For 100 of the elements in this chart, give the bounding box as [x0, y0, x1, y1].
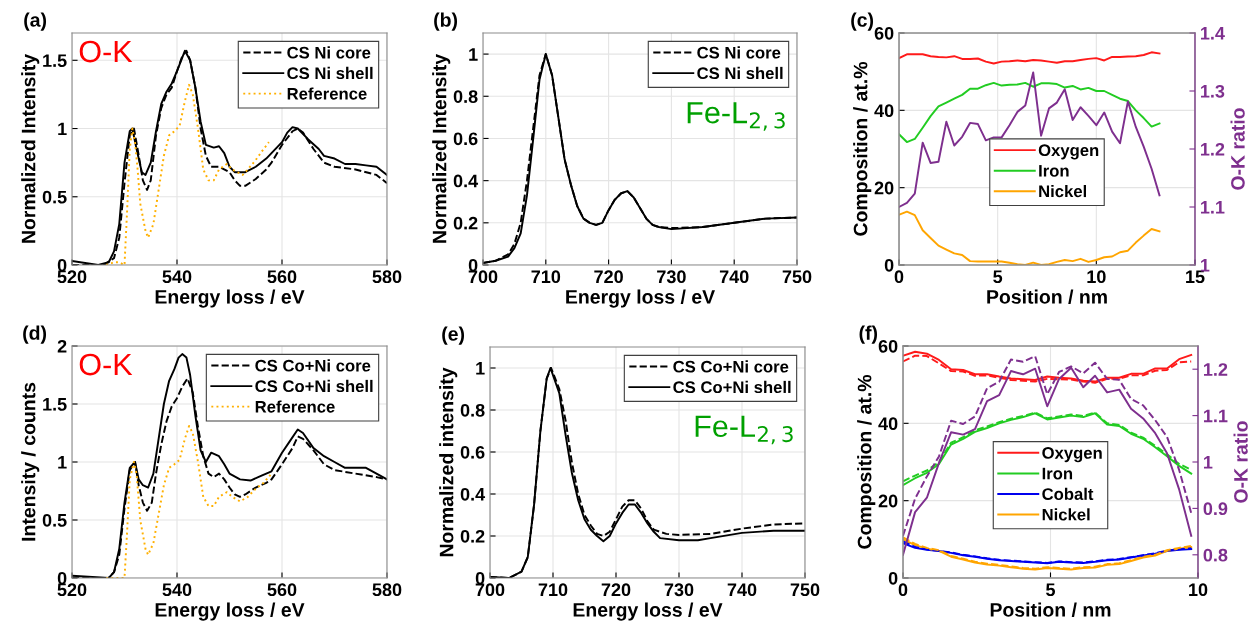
y-tick-label: 0.5: [42, 513, 67, 527]
y-tick-label: 60: [878, 339, 898, 353]
y-tick-label: 0.2: [453, 216, 478, 230]
y2-tick-label: 1.1: [1201, 201, 1225, 214]
legend-label: Reference: [287, 87, 367, 100]
y-axis-title: Normalized Intensity: [432, 54, 451, 243]
x-tick-label: 740: [727, 583, 757, 597]
y2-tick-label: 0.8: [1203, 548, 1228, 562]
x-tick-label: 5: [1046, 583, 1056, 597]
legend-label: Reference: [255, 400, 335, 413]
x-tick-label: 730: [657, 270, 686, 284]
text: (c): [851, 12, 874, 31]
y2-tick-label: 1.1: [1204, 409, 1228, 423]
text: (d): [23, 325, 47, 344]
x-tick-label: 580: [372, 270, 402, 284]
y2-tick-label: 0.9: [1203, 502, 1228, 516]
x-tick-label: 740: [719, 270, 749, 284]
y-tick-label: 0.2: [460, 529, 485, 543]
legend-label: CS Ni shell: [697, 66, 783, 80]
y2-tick-label: 1: [1201, 259, 1210, 272]
y-tick-label: 60: [874, 26, 894, 40]
y-tick-label: 0: [468, 258, 478, 272]
text: (b): [434, 12, 458, 31]
legend-label: CS Ni core: [287, 46, 371, 59]
y-tick-label: 1: [58, 122, 67, 136]
annotation: Fe-L$_{2,3}$: [695, 415, 793, 445]
y-tick-label: 20: [878, 494, 898, 508]
y-tick-label: 0: [884, 258, 894, 272]
y-tick-label: 0.6: [453, 132, 478, 146]
annotation: O-K: [79, 40, 133, 63]
x-axis-title: Position / nm: [987, 289, 1107, 304]
y-tick-label: 1.5: [43, 54, 67, 68]
y-tick-label: 1: [58, 456, 67, 469]
y2-tick-label: 1: [1204, 456, 1213, 469]
x-tick-label: 580: [372, 583, 402, 597]
legend-label: CS Co+Ni shell: [673, 380, 791, 394]
x-axis-title: Energy loss / eV: [155, 602, 305, 621]
y-tick-label: 0.4: [453, 174, 479, 188]
legend-label: Oxygen: [1042, 447, 1102, 463]
x-tick-label: 720: [594, 270, 623, 284]
x-tick-label: 750: [790, 583, 820, 597]
y2-axis-title: O-K ratio: [1230, 108, 1245, 190]
y-tick-label: 40: [874, 104, 894, 118]
x-tick-label: 540: [162, 270, 192, 284]
y-tick-label: 1.5: [43, 398, 67, 411]
x-tick-label: 5: [993, 270, 1003, 284]
y-tick-label: 0: [57, 258, 67, 272]
line-series: [899, 81, 1161, 144]
x-tick-label: 730: [664, 583, 694, 597]
legend-label: Cobalt: [1042, 487, 1094, 500]
annotation: O-K: [79, 353, 133, 376]
legend-label: CS Co+Ni core: [255, 359, 371, 372]
x-tick-label: 10: [1189, 583, 1208, 597]
x-tick-label: 710: [538, 583, 568, 597]
y-tick-label: 1: [469, 48, 478, 61]
y-tick-label: 0.6: [460, 445, 485, 459]
y2-axis-title: O-K ratio: [1233, 421, 1248, 503]
y2-tick-label: 1.2: [1204, 363, 1228, 376]
y-axis-title: Composition / at.%: [853, 62, 872, 236]
y-tick-label: 0.4: [460, 487, 486, 501]
y-tick-label: 20: [874, 181, 894, 195]
y-tick-label: 2: [57, 339, 67, 353]
legend-label: Nickel: [1042, 508, 1090, 521]
x-axis-title: Energy loss / eV: [155, 289, 305, 308]
y-tick-label: 0.8: [460, 403, 485, 417]
y-tick-label: 40: [878, 417, 898, 431]
annotation: Fe-L$_{2,3}$: [687, 102, 785, 131]
y-tick-label: 0.8: [453, 90, 478, 103]
x-tick-label: 540: [162, 583, 192, 597]
legend-label: Nickel: [1039, 185, 1087, 198]
legend-label: CS Ni core: [697, 46, 781, 59]
y2-tick-label: 1.3: [1201, 84, 1225, 98]
x-tick-label: 710: [531, 270, 561, 284]
x-tick-label: 720: [601, 583, 631, 597]
legend-label: Iron: [1042, 467, 1073, 480]
line-series: [899, 210, 1161, 265]
y2-tick-label: 1.4: [1201, 27, 1225, 40]
x-axis-title: Position / nm: [990, 602, 1111, 617]
x-tick-label: 700: [475, 583, 505, 597]
y-tick-label: 1: [476, 362, 485, 375]
x-tick-label: 520: [57, 583, 87, 597]
line-series: [105, 83, 270, 265]
text: (a): [24, 12, 47, 31]
x-tick-label: 750: [782, 270, 812, 284]
x-axis-title: Energy loss / eV: [566, 289, 715, 308]
legend-label: CS Ni shell: [287, 66, 373, 80]
y-axis-title: Composition / at.%: [857, 375, 876, 549]
legend-label: CS Co+Ni shell: [255, 379, 373, 393]
y-tick-label: 0: [57, 571, 67, 585]
x-tick-label: 0: [898, 583, 908, 597]
y-tick-label: 0.5: [42, 190, 67, 204]
x-tick-label: 520: [57, 270, 87, 284]
x-tick-label: 560: [267, 583, 297, 597]
x-tick-label: 700: [468, 270, 498, 284]
legend-label: CS Co+Ni core: [673, 360, 789, 373]
y-axis-title: Normalized intensity: [439, 367, 458, 557]
text: (f): [859, 325, 878, 344]
legend-label: Oxygen: [1038, 144, 1099, 160]
x-axis-title: Energy loss / eV: [573, 602, 723, 621]
line-series: [899, 51, 1161, 65]
